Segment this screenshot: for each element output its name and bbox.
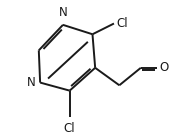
Text: O: O bbox=[160, 61, 169, 74]
Text: Cl: Cl bbox=[64, 121, 75, 135]
Text: N: N bbox=[27, 76, 36, 89]
Text: N: N bbox=[59, 6, 67, 19]
Text: Cl: Cl bbox=[117, 17, 128, 30]
